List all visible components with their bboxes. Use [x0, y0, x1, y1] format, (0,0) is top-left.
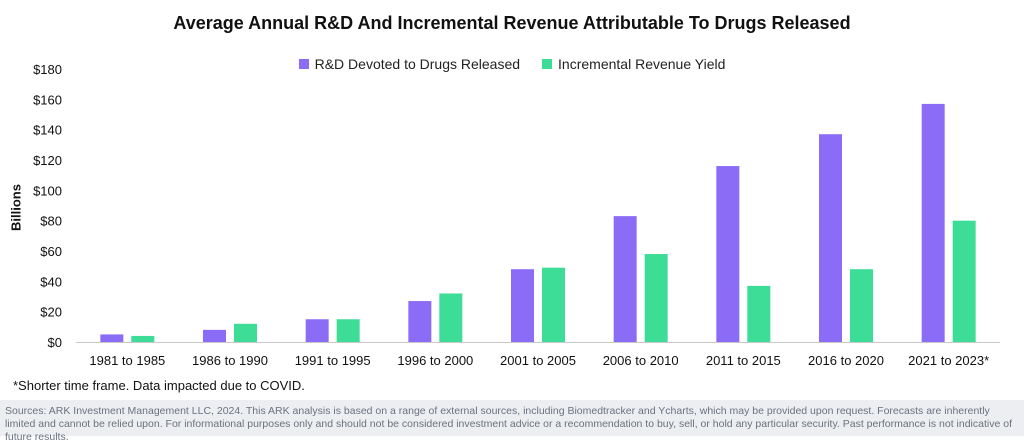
legend: R&D Devoted to Drugs Released Incrementa… — [0, 56, 1024, 72]
x-tick-label: 1981 to 1985 — [89, 353, 165, 368]
bar-rd — [100, 334, 124, 342]
bar-revenue — [439, 293, 463, 342]
y-tick-label: $20 — [40, 305, 62, 320]
bar-rd — [819, 134, 842, 342]
sources-disclaimer: Sources: ARK Investment Management LLC, … — [0, 400, 1024, 443]
bar-rd — [203, 329, 226, 342]
bar-revenue — [850, 269, 873, 342]
chart-title: Average Annual R&D And Incremental Reven… — [173, 13, 851, 33]
legend-label-revenue: Incremental Revenue Yield — [558, 56, 726, 72]
legend-item-rd: R&D Devoted to Drugs Released — [298, 56, 521, 72]
bar-revenue — [336, 319, 360, 342]
y-tick-label: $140 — [33, 123, 62, 138]
y-tick-label: $60 — [40, 244, 62, 259]
x-tick-label: 2016 to 2020 — [808, 353, 884, 368]
y-tick-label: $120 — [33, 153, 62, 168]
bar-rd — [305, 319, 329, 342]
y-tick-label: $40 — [40, 274, 62, 289]
x-tick-label: 1996 to 2000 — [397, 353, 473, 368]
x-tick-label: 2001 to 2005 — [500, 353, 576, 368]
y-tick-label: $0 — [48, 335, 62, 350]
bar-rd — [408, 301, 432, 342]
legend-swatch-rd — [298, 59, 309, 69]
legend-swatch-revenue — [542, 59, 553, 69]
bar-revenue — [952, 220, 976, 342]
y-tick-label: $160 — [33, 92, 62, 107]
x-tick-label: 1986 to 1990 — [192, 353, 268, 368]
bar-rd — [613, 216, 637, 342]
legend-label-rd: R&D Devoted to Drugs Released — [314, 56, 521, 72]
bar-revenue — [131, 335, 155, 342]
legend-item-revenue: Incremental Revenue Yield — [542, 56, 725, 72]
x-tick-label: 2006 to 2010 — [603, 353, 679, 368]
y-tick-label: $80 — [40, 214, 62, 229]
bar-revenue — [644, 254, 668, 342]
bar-rd — [511, 269, 534, 342]
x-tick-label: 2011 to 2015 — [706, 353, 781, 368]
x-tick-label: 1991 to 1995 — [295, 353, 371, 368]
bar-chart: $0 $20 $40 $60 $80 $100 $120 $140 $160 $180 1981 t… — [33, 62, 1000, 368]
bar-revenue — [747, 285, 771, 342]
y-tick-label: $100 — [33, 183, 62, 198]
x-tick-label: 2021 to 2023* — [908, 353, 989, 368]
y-tick-label: $180 — [33, 62, 62, 77]
bar-rd — [716, 166, 740, 342]
bar-rd — [921, 103, 945, 342]
bar-revenue — [542, 267, 565, 342]
bar-revenue — [234, 323, 257, 342]
footnote: *Shorter time frame. Data impacted due t… — [13, 378, 305, 393]
